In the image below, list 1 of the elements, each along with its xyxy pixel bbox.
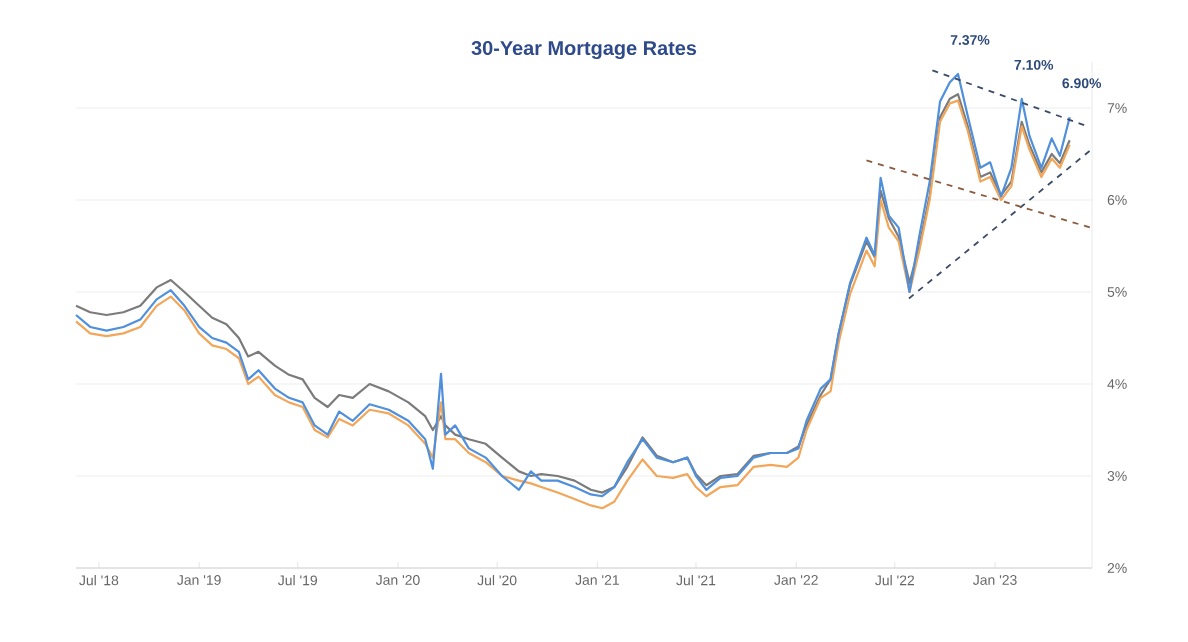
chart-title: 30-Year Mortgage Rates xyxy=(471,40,697,60)
